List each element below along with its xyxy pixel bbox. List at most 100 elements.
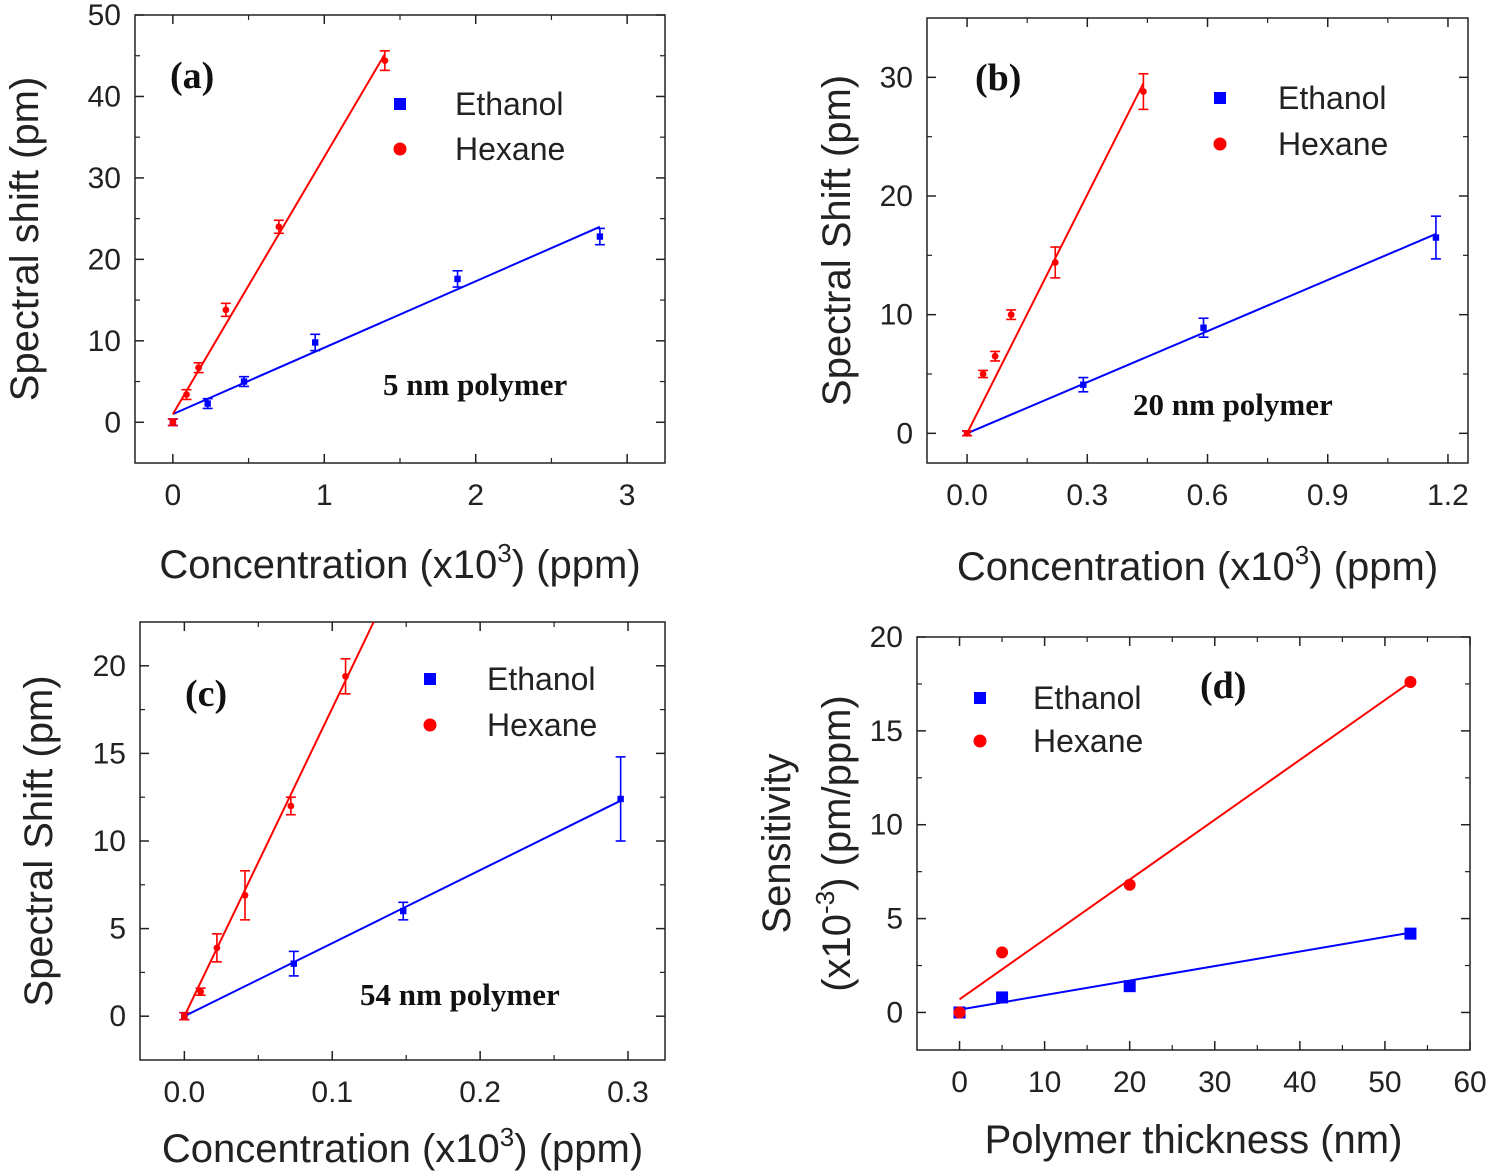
x-tick-label: 1.2 (1427, 479, 1469, 512)
hexane-point (180, 1012, 188, 1020)
y-axis-title: Spectral Shift (pm) (17, 675, 61, 1006)
plot-area (962, 72, 1441, 437)
ethanol-point (1200, 324, 1207, 331)
x-axis-title-sup: 3 (500, 1122, 514, 1152)
x-tick-label: 10 (1028, 1066, 1061, 1099)
x-axis-title-sup: 3 (1295, 540, 1309, 570)
x-tick-label: 0.6 (1187, 479, 1229, 512)
y-tick-label: 0 (896, 417, 913, 450)
y-tick-label: 5 (886, 903, 903, 936)
plot-area (179, 622, 626, 1021)
hexane-point (1123, 878, 1136, 891)
x-axis-title: Polymer thickness (nm) (985, 1118, 1403, 1162)
x-axis-title-tail: ) (ppm) (1309, 545, 1438, 589)
hexane-fit-line (958, 681, 1412, 1001)
hexane-point (991, 352, 999, 360)
hexane-point (241, 891, 249, 899)
y-tick-label: 10 (880, 299, 913, 332)
x-axis-title-sup: 3 (497, 538, 511, 568)
hexane-point (222, 306, 230, 314)
ethanol-fit-line (959, 931, 1411, 1011)
hexane-point (953, 1006, 966, 1019)
x-tick-label: 0.1 (311, 1076, 353, 1109)
y-tick-label: 30 (880, 61, 913, 94)
chart-panel-b: 0.0 0.3 0.6 0.9 1.2 0 10 20 30 Concentration (x10… (815, 17, 1469, 589)
legend-hexane-label: Hexane (487, 707, 597, 743)
x-tick-label: 3 (619, 479, 636, 512)
ethanol-point (596, 233, 604, 240)
legend-ethanol-marker (394, 98, 406, 110)
y-axis-title-2: (x10-3) (pm/ppm) (810, 695, 859, 992)
plot-area (953, 676, 1417, 1019)
hexane-point (1140, 88, 1147, 95)
legend-ethanol-label: Ethanol (1278, 80, 1387, 116)
y-axis-title: Sensitivity (755, 753, 799, 933)
x-tick-label: 30 (1198, 1066, 1231, 1099)
x-tick-label: 0 (951, 1066, 968, 1099)
ethanol-point (1123, 980, 1136, 993)
y-tick-label: 10 (870, 809, 903, 842)
ethanol-fit-line (966, 233, 1437, 435)
x-axis-title: Concentration (x103) (ppm) (162, 1122, 643, 1171)
hexane-point (1007, 311, 1015, 319)
x-tick-label: 0.2 (459, 1076, 501, 1109)
x-tick-label: 0 (165, 479, 182, 512)
thickness-annotation: 20 nm polymer (1133, 387, 1333, 422)
x-tick-label: 1 (316, 479, 333, 512)
hexane-point (979, 370, 987, 378)
legend-ethanol-label: Ethanol (455, 86, 564, 122)
y-axis-title-2-sup: -3 (810, 891, 840, 914)
ethanol-point (617, 795, 624, 803)
hexane-point (342, 672, 349, 680)
legend-hexane-label: Hexane (455, 131, 565, 167)
ethanol-point (454, 275, 461, 283)
ethanol-point (996, 991, 1009, 1004)
hexane-point (1404, 676, 1417, 689)
x-axis-title: Concentration (x103) (ppm) (957, 540, 1438, 589)
y-axis-title: Spectral Shift (pm) (815, 75, 859, 406)
x-tick-label: 2 (467, 479, 484, 512)
y-axis-title-2-tail: ) (pm/ppm) (815, 695, 859, 891)
hexane-point (381, 57, 389, 65)
ethanol-point (1404, 927, 1417, 940)
legend-hexane-marker (973, 734, 987, 748)
x-tick-label: 0.3 (607, 1076, 649, 1109)
legend-ethanol-label: Ethanol (487, 661, 596, 697)
x-axis-title: Concentration (x103) (ppm) (159, 538, 640, 587)
y-tick-label: 0 (104, 406, 121, 439)
y-tick-label: 5 (109, 913, 126, 946)
legend-hexane-label: Hexane (1033, 723, 1143, 759)
plot-frame (926, 17, 1469, 464)
chart-panel-d: 0 10 20 30 40 50 60 0 5 10 15 20 Polymer thickness (… (755, 621, 1487, 1162)
y-tick-label: 10 (93, 825, 126, 858)
hexane-point (169, 418, 177, 426)
hexane-point (195, 364, 203, 372)
hexane-point (996, 946, 1009, 959)
chart-panel-c: 0.0 0.1 0.2 0.3 0 5 10 15 20 Concentration (x103)… (17, 621, 666, 1171)
x-axis-title-tail: ) (ppm) (514, 1127, 643, 1171)
hexane-point (213, 944, 221, 952)
hexane-point (197, 988, 205, 996)
legend-ethanol-marker (974, 692, 986, 704)
legend-ethanol-marker (424, 673, 436, 685)
y-tick-label: 20 (88, 243, 121, 276)
x-tick-label: 40 (1283, 1066, 1316, 1099)
thickness-annotation: 54 nm polymer (360, 977, 560, 1012)
x-axis-title-tail: ) (ppm) (512, 543, 641, 587)
hexane-point (183, 391, 190, 398)
y-tick-label: 15 (93, 737, 126, 770)
hexane-point (287, 802, 295, 810)
panel-label: (d) (1200, 665, 1246, 707)
x-tick-label: 20 (1113, 1066, 1146, 1099)
y-tick-label: 30 (88, 162, 121, 195)
x-tick-label: 50 (1368, 1066, 1401, 1099)
thickness-annotation: 5 nm polymer (383, 367, 568, 402)
hexane-point (275, 223, 283, 231)
hexane-point (963, 429, 971, 437)
y-tick-label: 20 (870, 621, 903, 654)
hexane-fit-line (171, 53, 386, 415)
legend-ethanol-marker (1214, 92, 1226, 104)
ethanol-point (1080, 381, 1087, 388)
